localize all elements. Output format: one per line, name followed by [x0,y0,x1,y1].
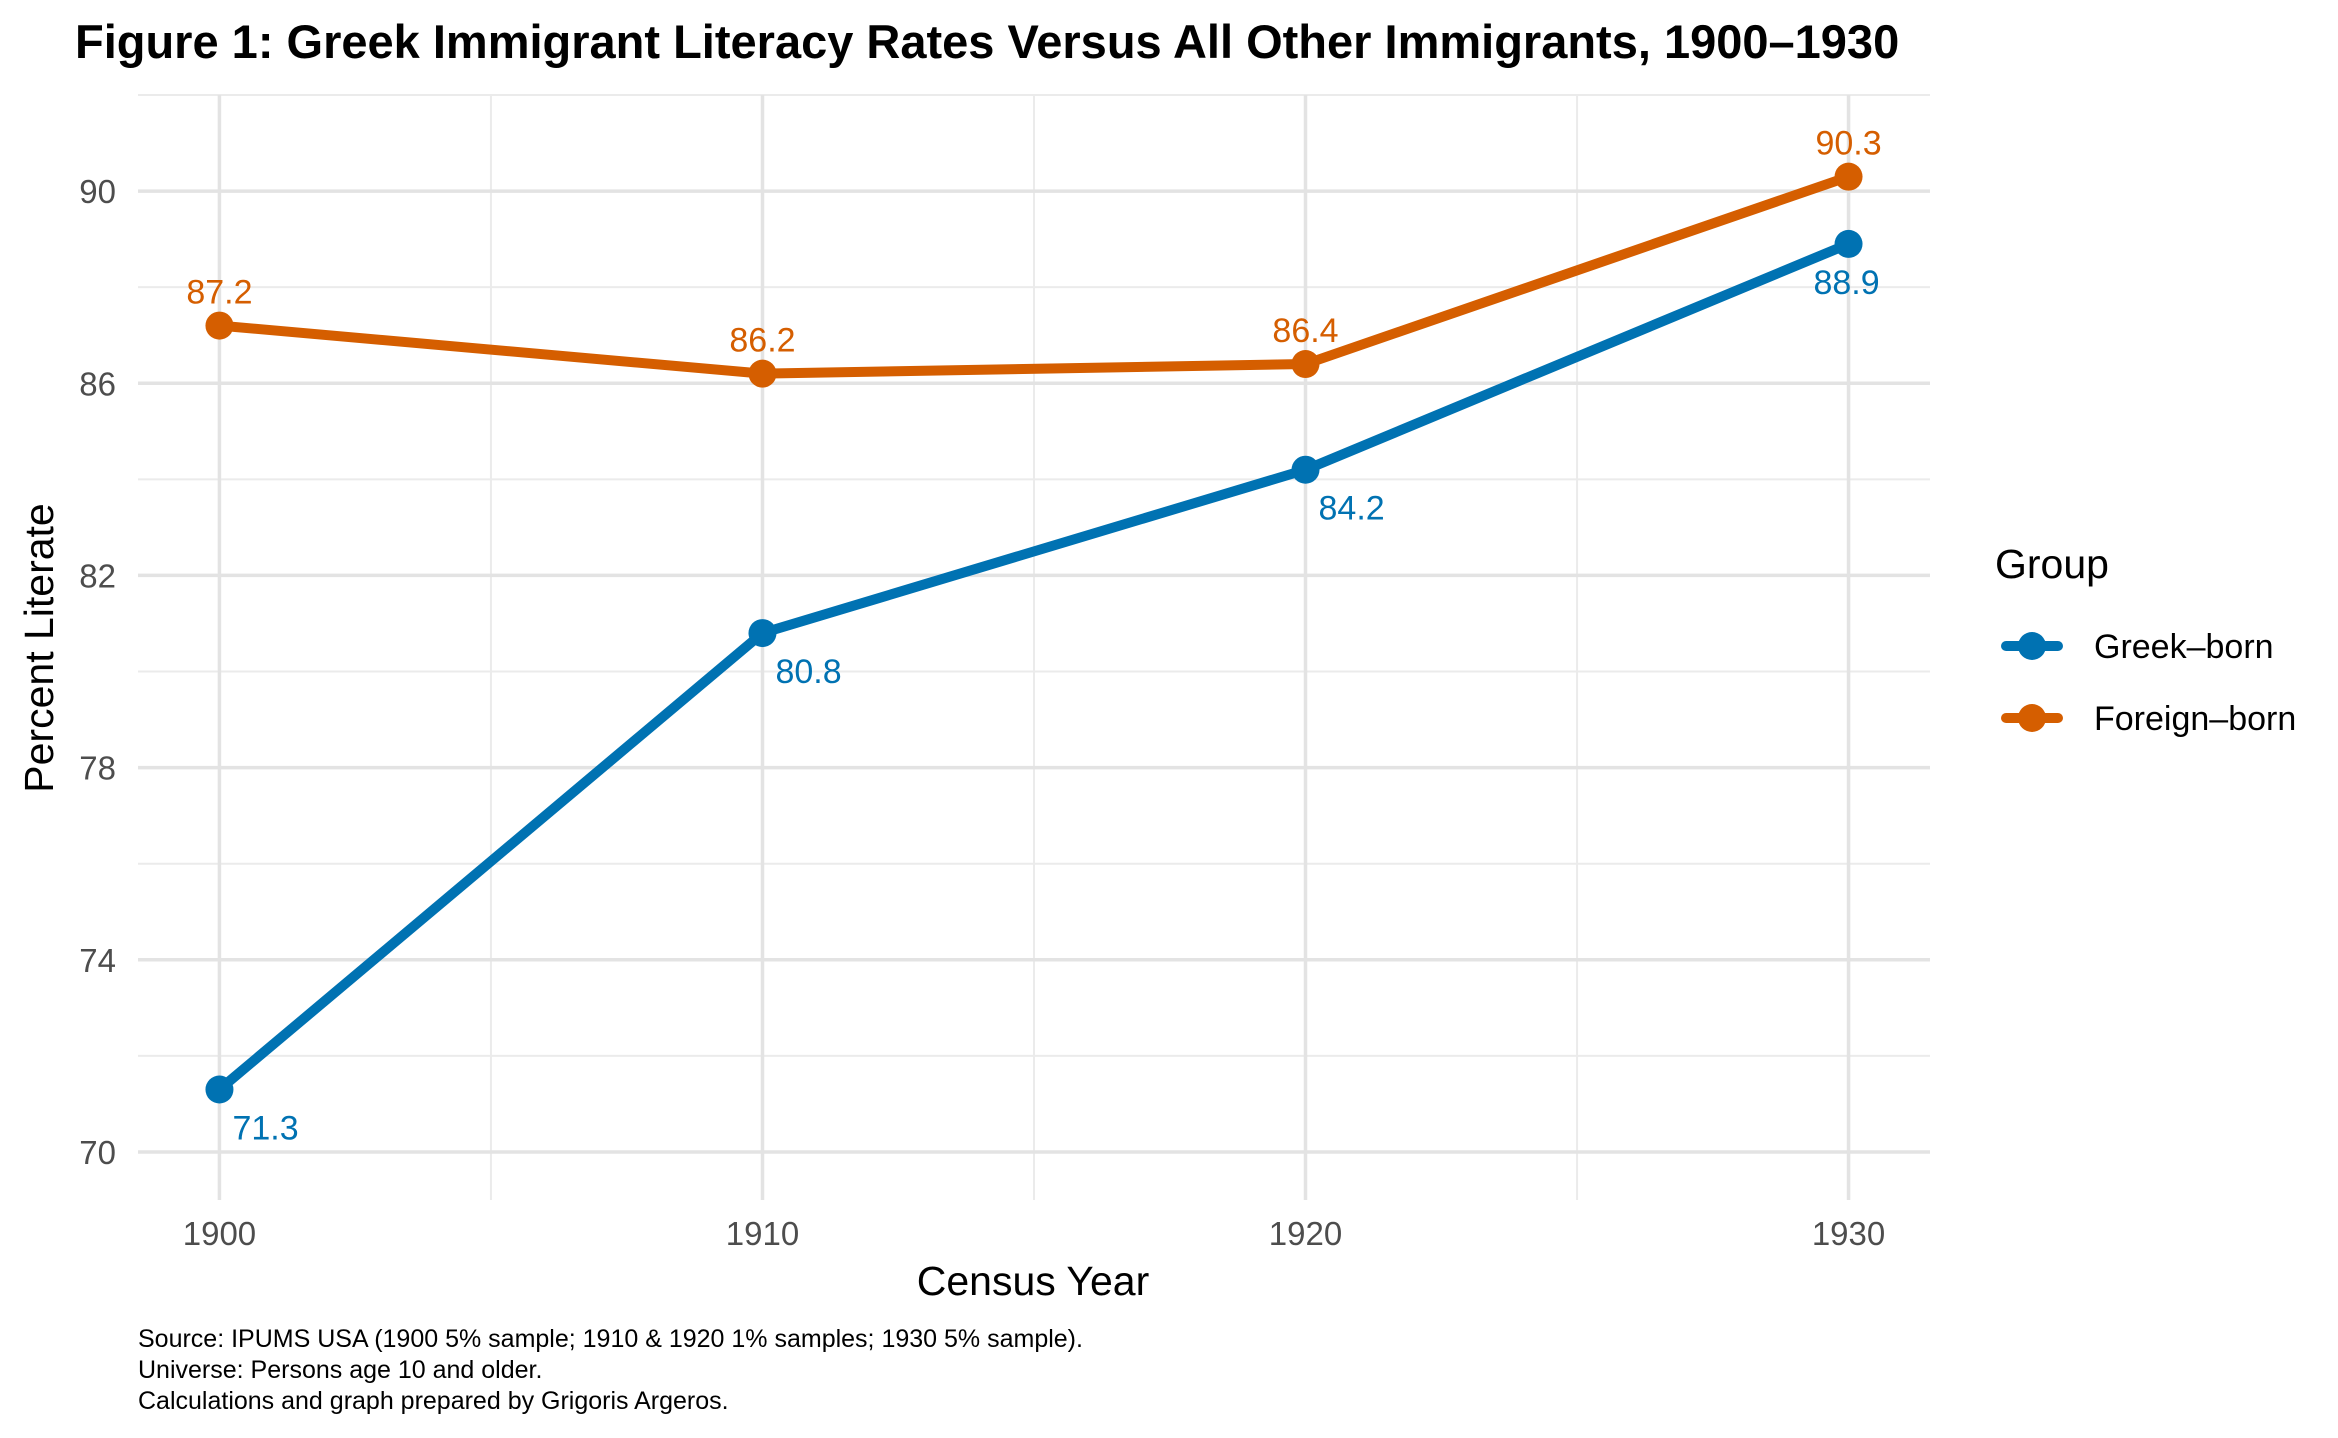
y-tick-label: 86 [79,365,116,402]
data-labels: 71.3 80.8 84.2 88.9 87.2 86.2 86.4 90.3 [186,125,1881,1148]
series-group [205,162,1863,1104]
data-point [1834,229,1863,258]
grid [138,94,1930,1200]
caption-credit: Calculations and graph prepared by Grigo… [138,1387,729,1415]
x-axis-ticks: 1900 1910 1920 1930 [183,1215,1886,1252]
data-point [748,619,777,648]
y-tick-label: 74 [79,942,116,979]
chart-title: Figure 1: Greek Immigrant Literacy Rates… [75,15,1899,68]
data-point [1291,455,1320,484]
x-tick-label: 1910 [726,1215,799,1252]
data-label-greek: 88.9 [1813,264,1879,302]
y-axis-ticks: 70 74 78 82 86 90 [79,173,116,1171]
y-tick-label: 70 [79,1134,116,1171]
data-label-foreign: 86.2 [729,322,795,360]
x-tick-label: 1930 [1812,1215,1885,1252]
legend: Group Greek–born Foreign–born [1995,541,2296,738]
y-tick-label: 82 [79,557,116,594]
legend-label: Greek–born [2094,628,2274,666]
data-point [1834,162,1863,191]
data-point [748,359,777,388]
y-axis-label: Percent Literate [16,503,62,792]
caption-universe: Universe: Persons age 10 and older. [138,1356,542,1384]
data-point [205,1075,234,1104]
series-line [214,238,1854,1095]
data-label-greek: 80.8 [775,653,841,691]
data-point [1291,350,1320,379]
y-tick-label: 90 [79,173,116,210]
caption-source: Source: IPUMS USA (1900 5% sample; 1910 … [138,1325,1083,1353]
data-label-foreign: 87.2 [186,274,252,312]
caption: Source: IPUMS USA (1900 5% sample; 1910 … [138,1325,1083,1415]
x-tick-label: 1900 [183,1215,256,1252]
x-tick-label: 1920 [1269,1215,1342,1252]
data-label-greek: 84.2 [1319,490,1385,528]
x-axis-label: Census Year [917,1258,1150,1304]
data-point [205,311,234,340]
data-label-greek: 71.3 [232,1110,298,1148]
legend-label: Foreign–born [2094,700,2296,738]
y-tick-label: 78 [79,750,116,787]
legend-key-point [2018,632,2046,660]
legend-key-point [2018,704,2046,732]
data-label-foreign: 86.4 [1272,312,1338,350]
series-line [214,171,1854,379]
data-label-foreign: 90.3 [1815,125,1881,163]
legend-title: Group [1995,541,2109,587]
